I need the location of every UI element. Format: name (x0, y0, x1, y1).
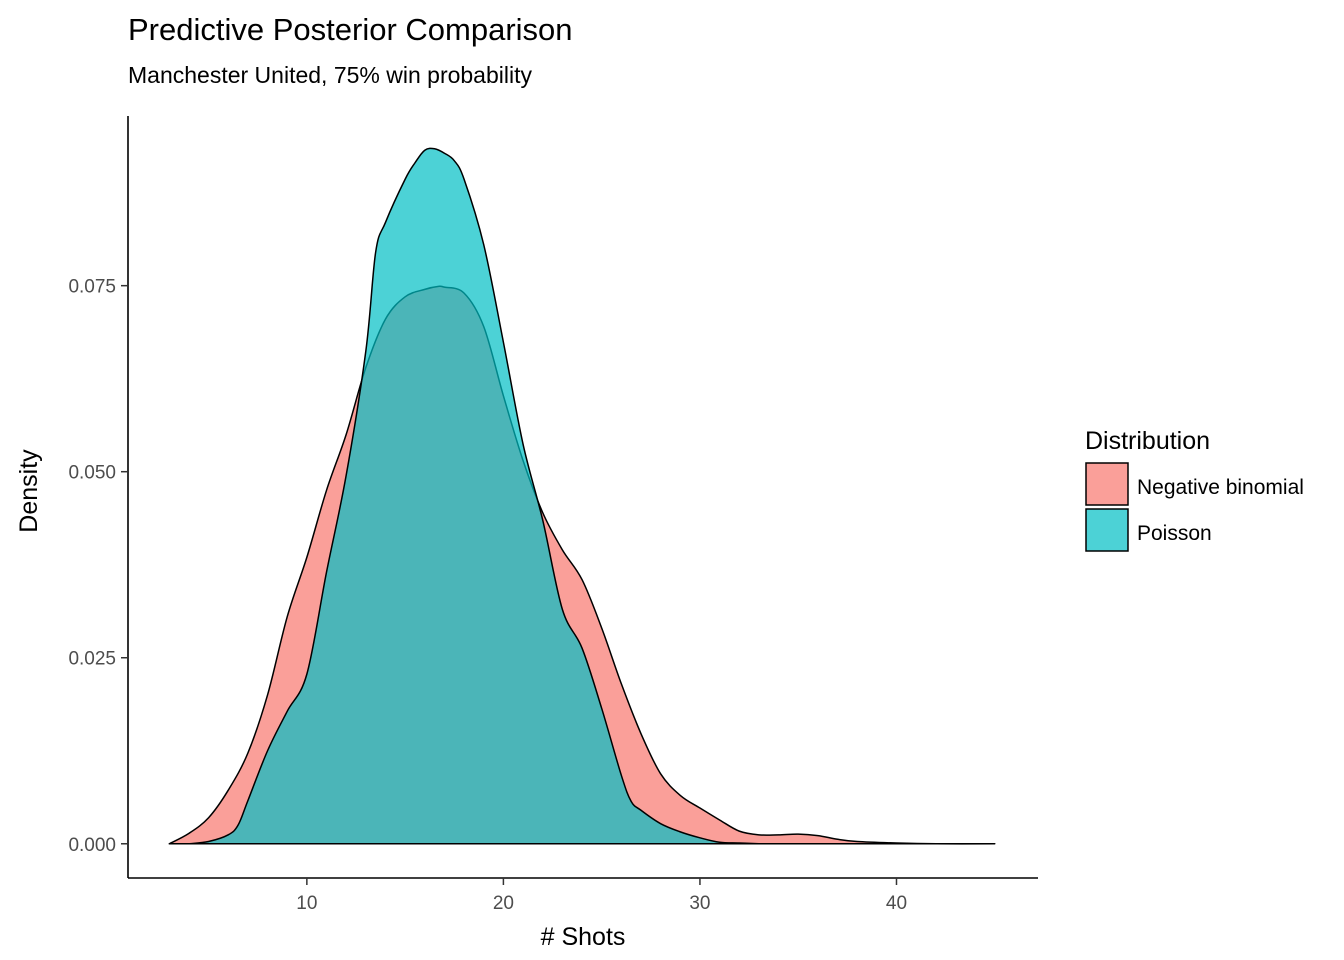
legend-title: Distribution (1085, 427, 1210, 455)
legend: Distribution Negative binomial Poisson (1085, 427, 1304, 552)
y-tick-label: 0.000 (68, 835, 116, 856)
x-tick-label: 20 (493, 893, 514, 914)
chart-title: Predictive Posterior Comparison (128, 12, 573, 47)
y-tick-label: 0.025 (68, 649, 116, 670)
axes-layer (127, 116, 1038, 879)
legend-label-poisson: Poisson (1137, 522, 1212, 545)
x-axis-title: # Shots (541, 923, 626, 951)
density-area-poisson (188, 147, 760, 845)
series-layer (168, 147, 996, 845)
legend-key-poisson (1085, 508, 1129, 552)
ticks-layer: 10 20 30 40 0.000 0.025 0.050 0.075 (68, 277, 907, 914)
chart-subtitle: Manchester United, 75% win probability (128, 62, 532, 88)
y-axis-title: Density (15, 449, 43, 533)
y-tick-label: 0.075 (68, 277, 116, 298)
y-tick-label: 0.050 (68, 463, 116, 484)
x-tick-label: 10 (296, 893, 317, 914)
x-tick-label: 40 (886, 893, 907, 914)
x-tick-label: 30 (689, 893, 710, 914)
legend-key-negative-binomial (1085, 462, 1129, 506)
legend-label-negative-binomial: Negative binomial (1137, 476, 1304, 499)
